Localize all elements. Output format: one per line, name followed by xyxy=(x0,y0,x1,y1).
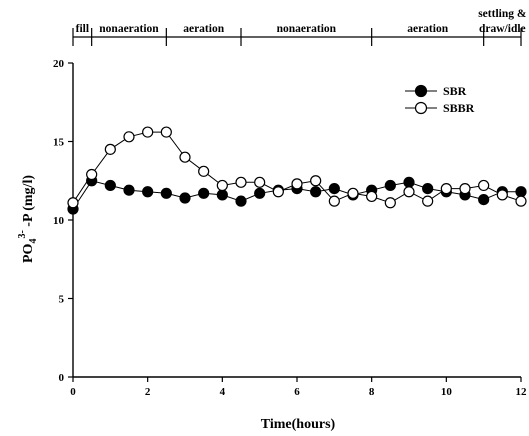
legend-marker-sbbr xyxy=(414,101,428,115)
phase-label: aeration xyxy=(407,23,448,35)
data-point-sbbr xyxy=(366,190,378,203)
phase-bar: fill nonaeration aeration nonaeration aerati… xyxy=(72,8,527,46)
data-point-sbbr xyxy=(179,151,191,163)
y-axis-title-sup: 3- xyxy=(17,230,28,238)
data-point-sbr xyxy=(123,184,135,196)
x-tick-label: 2 xyxy=(145,386,151,398)
y-axis-title-rest: -P (mg/l) xyxy=(21,175,36,231)
x-tick-label: 4 xyxy=(220,386,226,398)
data-point-sbbr xyxy=(496,189,508,201)
data-point-sbbr xyxy=(272,186,284,198)
y-tick-label: 15 xyxy=(53,137,65,149)
data-point-sbbr xyxy=(384,197,396,209)
x-tick-label: 0 xyxy=(70,386,76,398)
data-point-sbbr xyxy=(310,175,322,187)
x-tick-label: 10 xyxy=(441,386,453,398)
data-point-sbr xyxy=(422,183,434,195)
y-tick-label: 20 xyxy=(53,58,65,70)
data-point-sbr xyxy=(328,183,340,195)
phase-label: nonaeration xyxy=(277,23,337,35)
legend-label-sbbr: SBBR xyxy=(443,101,475,115)
x-tick-label: 12 xyxy=(516,386,528,398)
data-point-sbbr xyxy=(104,143,116,155)
data-point-sbr xyxy=(384,179,396,192)
data-point-sbr xyxy=(235,195,247,207)
data-point-sbbr xyxy=(459,183,471,195)
plot-area xyxy=(67,126,527,215)
phase-label: aeration xyxy=(183,23,224,35)
legend: SBR SBBR xyxy=(405,84,475,115)
data-point-sbbr xyxy=(515,195,527,207)
data-point-sbr xyxy=(142,186,154,198)
legend-label-sbr: SBR xyxy=(443,84,467,98)
data-point-sbbr xyxy=(254,176,266,188)
data-point-sbr xyxy=(403,176,415,188)
data-point-sbbr xyxy=(478,179,490,192)
data-point-sbr xyxy=(179,192,191,204)
data-point-sbbr xyxy=(142,126,154,138)
x-tick-label: 6 xyxy=(294,386,300,398)
data-point-sbbr xyxy=(123,131,135,143)
y-axis-title-sub: 4 xyxy=(28,239,39,244)
x-axis-title: Time(hours) xyxy=(261,417,336,432)
y-tick-label: 10 xyxy=(53,215,65,227)
y-tick-label: 5 xyxy=(59,294,65,306)
phase-label: nonaeration xyxy=(99,23,159,35)
x-tick-label: 8 xyxy=(369,386,375,398)
data-point-sbbr xyxy=(86,168,98,181)
data-point-sbbr xyxy=(347,187,359,199)
data-point-sbbr xyxy=(328,195,340,207)
data-point-sbbr xyxy=(198,165,210,177)
data-point-sbbr xyxy=(67,197,79,209)
data-point-sbr xyxy=(160,187,172,199)
data-point-sbr xyxy=(515,186,527,198)
data-point-sbbr xyxy=(160,126,172,138)
data-point-sbr xyxy=(254,187,266,199)
data-point-sbr xyxy=(198,187,210,199)
data-point-sbbr xyxy=(216,179,228,192)
phase-label: fill xyxy=(76,23,89,35)
phase-label-line2: draw/idle xyxy=(479,23,526,35)
data-point-sbbr xyxy=(422,195,434,207)
data-point-sbr xyxy=(478,193,490,206)
legend-marker-sbr xyxy=(414,84,428,98)
y-axis-title-main: PO xyxy=(21,243,36,263)
y-axis-title: PO43- -P (mg/l) xyxy=(17,175,39,263)
data-point-sbr xyxy=(104,179,116,192)
axes: 0 2 4 6 8 10 12 0 5 10 15 20 xyxy=(53,58,527,398)
data-point-sbbr xyxy=(440,183,452,195)
data-point-sbr xyxy=(310,186,322,198)
data-point-sbr xyxy=(216,189,228,201)
data-point-sbbr xyxy=(291,178,303,190)
y-tick-label: 0 xyxy=(59,372,65,384)
data-point-sbbr xyxy=(403,186,415,198)
phase-label: settling & xyxy=(478,8,527,20)
data-point-sbbr xyxy=(235,176,247,188)
